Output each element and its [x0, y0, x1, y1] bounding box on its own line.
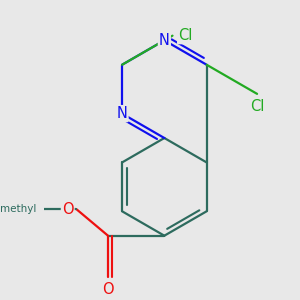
Text: methyl: methyl	[0, 204, 36, 214]
Text: O: O	[102, 282, 114, 297]
Text: N: N	[159, 33, 170, 48]
Text: Cl: Cl	[250, 99, 264, 114]
Text: N: N	[117, 106, 128, 121]
Text: O: O	[62, 202, 74, 217]
Text: Cl: Cl	[178, 28, 193, 43]
